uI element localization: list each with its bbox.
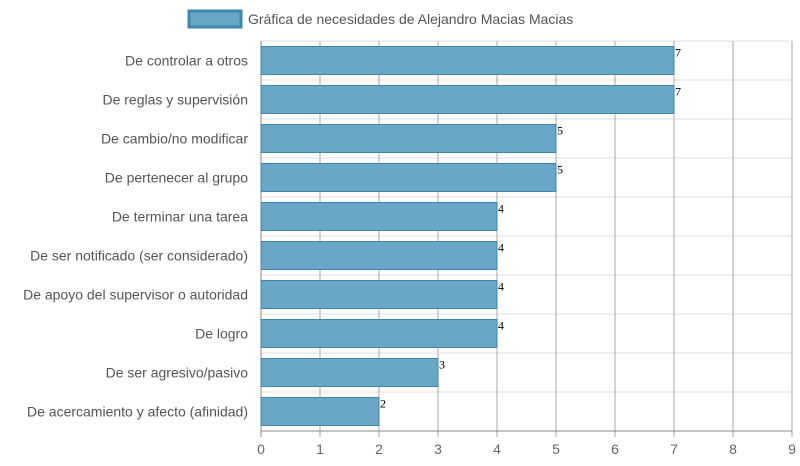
legend-label[interactable]: Gráfica de necesidades de Alejandro Maci…: [248, 11, 573, 27]
bar[interactable]: [260, 241, 498, 270]
data-label: 4: [498, 319, 504, 333]
bar[interactable]: [260, 163, 557, 192]
x-tick-label: 8: [729, 441, 737, 457]
x-tick-label: 7: [670, 441, 678, 457]
x-tick-label: 5: [552, 441, 560, 457]
data-label: 4: [498, 280, 504, 294]
x-axis: 0 1 2 3 4 5 6 7 8 9: [257, 430, 796, 457]
data-label: 5: [557, 163, 563, 177]
category-label: De cambio/no modificar: [101, 131, 248, 147]
bar[interactable]: [260, 202, 498, 231]
value-labels: 7 7 5 5 4 4 4 4 3 2: [380, 46, 681, 411]
data-label: 4: [498, 202, 504, 216]
x-tick-label: 3: [434, 441, 442, 457]
data-label: 2: [380, 397, 386, 411]
data-label: 3: [439, 358, 445, 372]
data-label: 5: [557, 124, 563, 138]
legend[interactable]: Gráfica de necesidades de Alejandro Maci…: [187, 9, 573, 29]
category-label: De controlar a otros: [125, 53, 248, 69]
category-label: De logro: [195, 326, 248, 342]
data-label: 7: [675, 46, 681, 60]
bar[interactable]: [260, 85, 675, 114]
x-tick-label: 0: [257, 441, 265, 457]
category-label: De acercamiento y afecto (afinidad): [27, 404, 248, 420]
bar[interactable]: [260, 280, 498, 309]
legend-swatch[interactable]: [187, 9, 243, 29]
category-label: De apoyo del supervisor o autoridad: [23, 287, 248, 303]
category-label: De reglas y supervisión: [102, 92, 248, 108]
data-label: 7: [675, 85, 681, 99]
category-label: De pertenecer al grupo: [105, 170, 248, 186]
x-tick-label: 9: [788, 441, 796, 457]
category-labels: De controlar a otros De reglas y supervis…: [23, 53, 248, 420]
category-label: De ser notificado (ser considerado): [30, 248, 248, 264]
data-label: 4: [498, 241, 504, 255]
x-tick-label: 4: [493, 441, 501, 457]
x-tick-label: 1: [316, 441, 324, 457]
bars: [260, 46, 675, 426]
x-tick-label: 2: [375, 441, 383, 457]
x-tick-label: 6: [611, 441, 619, 457]
category-label: De terminar una tarea: [112, 209, 248, 225]
bar[interactable]: [260, 397, 380, 426]
category-label: De ser agresivo/pasivo: [106, 365, 249, 381]
bar[interactable]: [260, 358, 439, 387]
bar[interactable]: [260, 124, 557, 153]
bar[interactable]: [260, 319, 498, 348]
bar[interactable]: [260, 46, 675, 75]
